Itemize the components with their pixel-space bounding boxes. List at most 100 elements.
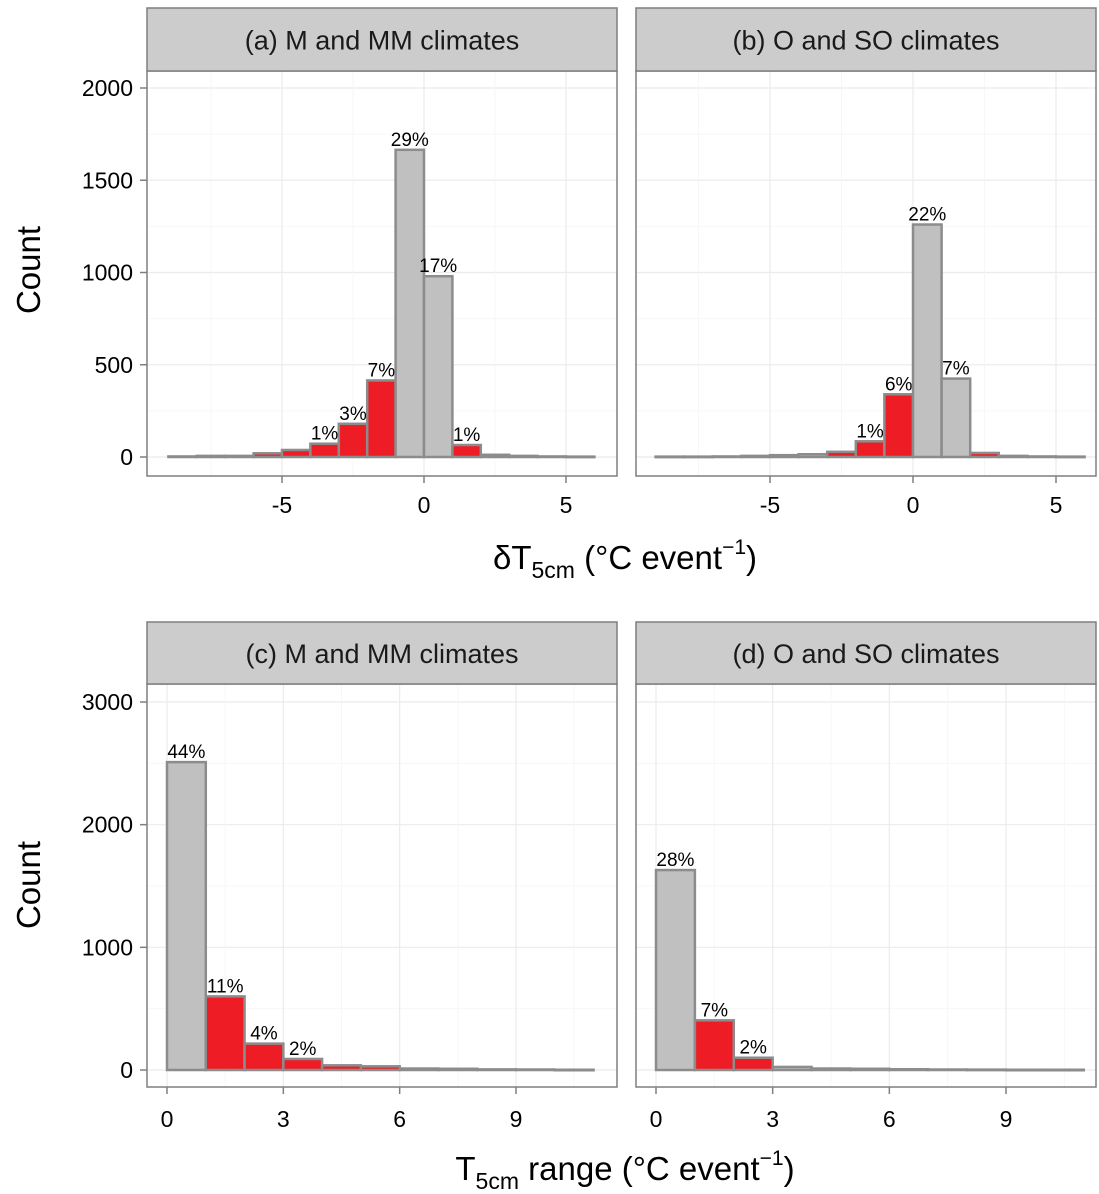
facet-strip-label: (a) M and MM climates bbox=[245, 26, 520, 56]
x-tick-label: 6 bbox=[393, 1106, 406, 1132]
x-tick-label: 0 bbox=[907, 492, 920, 518]
histogram-bar bbox=[553, 1068, 595, 1072]
bar-percent-label: 6% bbox=[885, 374, 913, 395]
plot-area bbox=[636, 71, 1096, 476]
histogram-bar bbox=[926, 1068, 969, 1072]
bottom-x-axis-title: T5cm range (°C event−1) bbox=[455, 1147, 794, 1194]
top-x-axis-title: δT5cm (°C event−1) bbox=[493, 536, 757, 583]
facet-strip bbox=[635, 7, 1097, 72]
histogram-bar bbox=[888, 1068, 930, 1072]
bar-percent-label: 17% bbox=[419, 256, 457, 277]
histogram-bar bbox=[968, 451, 1001, 459]
histogram-bar bbox=[359, 1065, 401, 1072]
histogram-bar bbox=[507, 454, 539, 459]
panel-a: 1%3%7%29%17%1%(a) M and MM climates-5 0 50… bbox=[10, 7, 618, 518]
histogram-bar bbox=[536, 455, 568, 459]
histogram-bar bbox=[564, 455, 596, 459]
histogram-bar bbox=[394, 148, 426, 459]
panel-b: 1% 6% 22% 7% (b) O and SO climates -5 0 5 bbox=[635, 7, 1097, 518]
x-tick-label: 6 bbox=[883, 1106, 896, 1132]
x-tick-label: 5 bbox=[560, 492, 573, 518]
histogram-bar bbox=[911, 223, 943, 459]
histogram-bar bbox=[682, 455, 715, 459]
histogram-bar bbox=[965, 1068, 1008, 1072]
histogram-bar bbox=[451, 443, 483, 459]
panel-c: 44% 11% 4% 2% (c) M and MM climates 0 3 6 9 0 1000… bbox=[10, 621, 618, 1132]
y-tick-label: 500 bbox=[95, 352, 133, 378]
histogram-bar bbox=[437, 1067, 479, 1072]
histogram-bar bbox=[309, 442, 341, 459]
bar-percent-label: 1% bbox=[311, 424, 339, 445]
histogram-bar bbox=[223, 454, 255, 459]
histogram-bar bbox=[195, 454, 227, 459]
y-tick-label: 0 bbox=[120, 1057, 133, 1083]
bar-percent-label: 2% bbox=[289, 1039, 317, 1060]
histogram-bar bbox=[167, 455, 199, 459]
histogram-bar bbox=[693, 1019, 736, 1072]
panels: 1%3%7%29%17%1%(a) M and MM climates-5 0 50… bbox=[10, 7, 1097, 1132]
histogram-bar bbox=[204, 995, 246, 1072]
facet-strip bbox=[146, 621, 618, 685]
histogram-bar bbox=[997, 454, 1029, 459]
histogram-bar bbox=[771, 1065, 813, 1072]
histogram-bar bbox=[280, 448, 312, 459]
y-tick-label: 1500 bbox=[82, 167, 133, 193]
facet-strip bbox=[146, 7, 618, 72]
x-tick-label: -5 bbox=[272, 492, 292, 518]
x-tick-label: 3 bbox=[277, 1106, 290, 1132]
y-tick-label: 2000 bbox=[82, 75, 133, 101]
histogram-bar bbox=[365, 379, 397, 459]
bar-percent-label: 11% bbox=[207, 976, 244, 997]
histogram-bar bbox=[252, 452, 284, 459]
bar-percent-label: 2% bbox=[739, 1038, 767, 1059]
histogram-bar bbox=[514, 1068, 557, 1072]
histogram-bar bbox=[883, 393, 915, 459]
histogram-bar bbox=[849, 1067, 891, 1072]
histogram-bar bbox=[1026, 455, 1058, 459]
y-tick-label: 2000 bbox=[82, 812, 133, 838]
histogram-bar bbox=[1054, 455, 1086, 459]
bar-percent-label: 3% bbox=[339, 404, 367, 425]
histogram-bar bbox=[654, 455, 686, 459]
panel-d: 28% 7% 2% (d) O and SO climates 0 3 6 9 bbox=[635, 621, 1097, 1132]
bar-percent-label: 22% bbox=[908, 205, 946, 226]
histogram-bar bbox=[320, 1064, 363, 1072]
facet-strip bbox=[635, 621, 1097, 685]
histogram-bar bbox=[243, 1042, 285, 1072]
y-tick-label: 3000 bbox=[82, 689, 133, 715]
y-tick-label: 1000 bbox=[82, 260, 133, 286]
x-tick-label: 0 bbox=[418, 492, 431, 518]
histogram-bar bbox=[398, 1067, 440, 1072]
y-tick-label: 1000 bbox=[82, 934, 133, 960]
x-tick-label: 0 bbox=[161, 1106, 174, 1132]
bar-percent-label: 7% bbox=[701, 1000, 729, 1021]
bar-percent-label: 1% bbox=[856, 421, 884, 442]
x-tick-label: 0 bbox=[650, 1106, 663, 1132]
bar-percent-label: 1% bbox=[453, 425, 481, 446]
histogram-bar bbox=[282, 1057, 324, 1072]
bar-percent-label: 44% bbox=[167, 742, 205, 763]
bar-percent-label: 7% bbox=[368, 360, 396, 381]
x-tick-label: 5 bbox=[1050, 492, 1063, 518]
facet-strip-label: (b) O and SO climates bbox=[732, 26, 999, 56]
histogram-bar bbox=[479, 453, 511, 459]
histogram-bar bbox=[810, 1067, 852, 1072]
histogram-bar bbox=[711, 455, 743, 459]
histogram-bar bbox=[825, 450, 858, 459]
histogram-bar bbox=[475, 1068, 518, 1072]
histogram-bar bbox=[940, 377, 972, 459]
facet-strip-label: (c) M and MM climates bbox=[245, 639, 518, 669]
histogram-bar bbox=[797, 452, 829, 459]
y-axis-title: Count bbox=[10, 226, 47, 314]
histogram-bar bbox=[337, 422, 369, 459]
histogram-bar bbox=[422, 274, 454, 459]
bar-percent-label: 28% bbox=[656, 850, 694, 871]
x-tick-label: -5 bbox=[760, 492, 780, 518]
histogram-bar bbox=[740, 454, 772, 459]
y-axis-title: Count bbox=[10, 841, 47, 929]
bar-percent-label: 4% bbox=[250, 1024, 278, 1045]
histogram-bar bbox=[854, 440, 886, 459]
bar-percent-label: 29% bbox=[391, 130, 429, 151]
histogram-bar bbox=[654, 868, 697, 1072]
